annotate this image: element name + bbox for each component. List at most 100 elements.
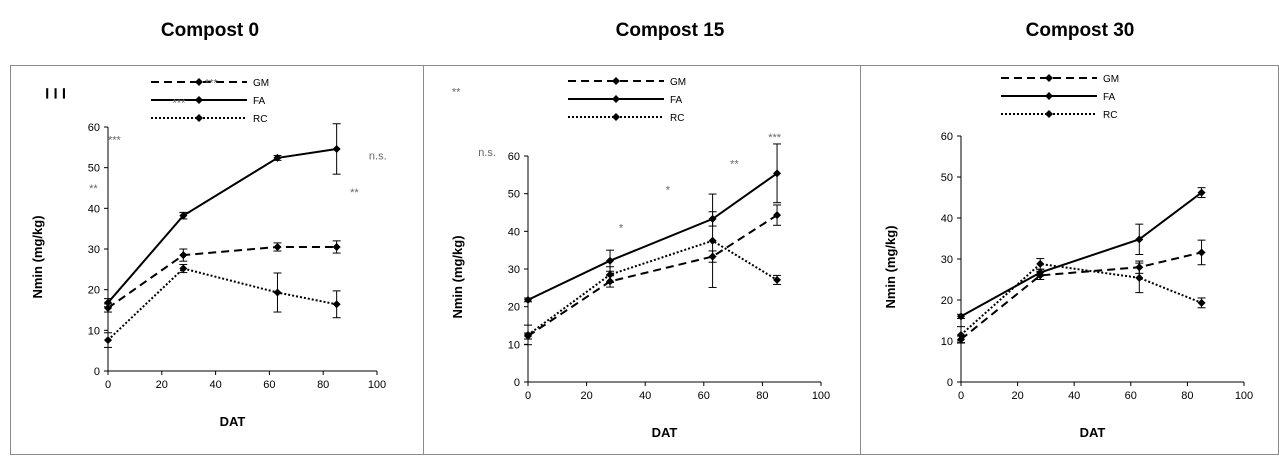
data-point xyxy=(273,288,282,297)
y-tick-label: 40 xyxy=(88,203,100,215)
x-tick-label: 40 xyxy=(639,390,651,402)
data-point xyxy=(332,144,341,153)
significance-label: *** xyxy=(768,132,782,144)
data-point xyxy=(1197,298,1206,307)
y-axis-label: Nmin (mg/kg) xyxy=(30,215,45,298)
data-point xyxy=(606,270,615,279)
x-tick-label: 60 xyxy=(698,390,710,402)
legend-label-fa: FA xyxy=(670,95,683,106)
data-point xyxy=(1135,235,1144,244)
y-tick-label: 60 xyxy=(88,122,100,134)
data-point xyxy=(957,330,965,339)
legend-label-gm: GM xyxy=(1103,74,1119,85)
legend-key-glyph: ❙❙❙ xyxy=(43,88,68,99)
x-tick-label: 20 xyxy=(1011,390,1023,402)
significance-label: ** xyxy=(350,187,359,199)
significance-label: *** xyxy=(173,98,187,110)
y-tick-label: 20 xyxy=(88,285,100,297)
x-tick-label: 0 xyxy=(105,379,111,391)
significance-label: n.s. xyxy=(369,151,387,163)
series-fa xyxy=(957,187,1206,321)
legend-marker xyxy=(612,95,620,103)
x-tick-label: 80 xyxy=(1181,390,1193,402)
y-tick-label: 50 xyxy=(88,163,100,175)
legend-marker xyxy=(1045,92,1053,100)
y-tick-label: 0 xyxy=(94,366,100,378)
legend-marker xyxy=(612,77,620,85)
data-point xyxy=(773,169,782,178)
legend-marker xyxy=(1045,74,1053,82)
y-tick-label: 30 xyxy=(88,244,100,256)
legend-label-rc: RC xyxy=(253,114,267,125)
series-fa xyxy=(104,123,341,308)
legend-marker xyxy=(195,78,203,86)
significance-label: *** xyxy=(108,134,122,146)
x-tick-label: 100 xyxy=(368,379,386,391)
y-tick-label: 20 xyxy=(941,295,953,307)
y-tick-label: 10 xyxy=(88,325,100,337)
significance-label: * xyxy=(666,185,671,197)
series-rc xyxy=(524,193,782,346)
x-tick-label: 0 xyxy=(525,390,531,402)
y-tick-label: 30 xyxy=(941,254,953,266)
y-tick-label: 20 xyxy=(508,302,520,314)
x-tick-label: 40 xyxy=(1068,390,1080,402)
x-axis-label: DAT xyxy=(1080,425,1106,440)
data-point xyxy=(332,300,341,309)
data-point xyxy=(524,330,532,339)
series-rc xyxy=(104,263,341,348)
series-gm xyxy=(104,240,341,313)
data-point xyxy=(606,256,615,265)
y-tick-label: 60 xyxy=(508,151,520,163)
x-axis-label: DAT xyxy=(652,425,678,440)
x-tick-label: 100 xyxy=(1235,390,1253,402)
y-tick-label: 60 xyxy=(941,131,953,143)
y-tick-label: 0 xyxy=(514,377,520,389)
x-tick-label: 20 xyxy=(156,379,168,391)
series-fa xyxy=(524,143,782,304)
chart-compost-30: 0 10 20 30 40 50 60 0 20 40 60 80 100 DAT Nmin (mg/kg)… xyxy=(883,74,1253,440)
chart-compost-15: 0 10 20 30 40 50 60 0 20 40 60 80 100 DAT Nmin (mg/kg)… xyxy=(450,77,830,440)
y-tick-label: 10 xyxy=(508,339,520,351)
series-gm xyxy=(957,239,1206,344)
chart-title-compost-30: Compost 30 xyxy=(1025,20,1135,41)
data-point xyxy=(104,336,112,345)
series-line xyxy=(960,191,1203,318)
series-line xyxy=(527,172,778,301)
chart-compost-0: 0 10 20 30 40 50 60 0 20 40 60 80 100 DAT Nmin (mg/kg)… xyxy=(30,77,387,429)
x-tick-label: 60 xyxy=(1125,390,1137,402)
series-rc xyxy=(957,258,1206,344)
x-tick-label: 80 xyxy=(317,379,329,391)
y-tick-label: 30 xyxy=(508,264,520,276)
x-tick-label: 20 xyxy=(580,390,592,402)
data-point xyxy=(708,236,717,245)
legend-marker xyxy=(1045,110,1053,118)
x-tick-label: 80 xyxy=(756,390,768,402)
legend-label-fa: FA xyxy=(253,96,266,107)
data-point xyxy=(1135,273,1144,282)
data-point xyxy=(179,251,188,260)
data-point xyxy=(179,211,188,220)
data-point xyxy=(1036,259,1045,268)
legend-label-rc: RC xyxy=(670,113,684,124)
significance-label: ** xyxy=(730,158,739,170)
significance-label: ** xyxy=(452,87,461,99)
y-tick-label: 0 xyxy=(947,377,953,389)
data-point xyxy=(104,298,112,307)
data-point xyxy=(773,211,782,220)
x-axis-label: DAT xyxy=(220,414,246,429)
legend-marker xyxy=(612,113,620,121)
chart-panel-compost-0: 0 10 20 30 40 50 60 0 20 40 60 80 100 DAT Nmin (mg/kg)… xyxy=(10,65,424,455)
chart-panel-compost-30: 0 10 20 30 40 50 60 0 20 40 60 80 100 DAT Nmin (mg/kg)… xyxy=(860,65,1279,455)
data-point xyxy=(1197,248,1206,257)
series-line xyxy=(527,239,778,336)
series-line xyxy=(527,214,778,337)
legend-label-gm: GM xyxy=(253,78,269,89)
data-point xyxy=(273,153,282,162)
chart-title-compost-15: Compost 15 xyxy=(615,20,725,41)
data-point xyxy=(524,295,532,304)
data-point xyxy=(1197,188,1206,197)
y-tick-label: 50 xyxy=(508,189,520,201)
legend-marker xyxy=(195,114,203,122)
significance-label: n.s. xyxy=(478,147,496,159)
